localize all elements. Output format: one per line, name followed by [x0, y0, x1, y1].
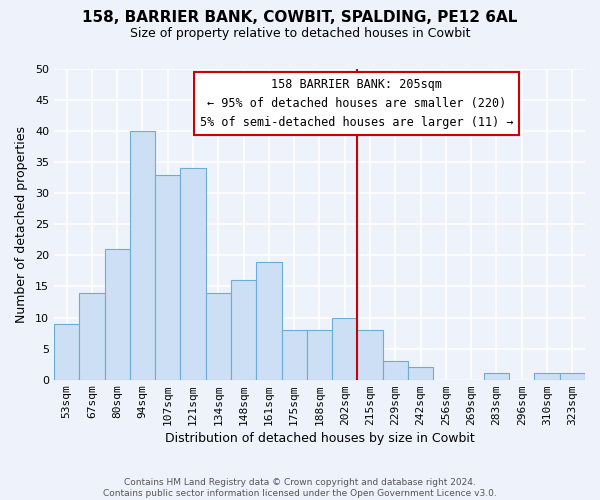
Bar [408, 368, 433, 380]
Bar [130, 131, 155, 380]
Bar [79, 292, 104, 380]
Bar [206, 292, 231, 380]
Bar [332, 318, 358, 380]
X-axis label: Distribution of detached houses by size in Cowbit: Distribution of detached houses by size … [164, 432, 475, 445]
Bar [307, 330, 332, 380]
Text: 158, BARRIER BANK, COWBIT, SPALDING, PE12 6AL: 158, BARRIER BANK, COWBIT, SPALDING, PE1… [82, 10, 518, 25]
Bar [256, 262, 281, 380]
Bar [383, 361, 408, 380]
Text: Size of property relative to detached houses in Cowbit: Size of property relative to detached ho… [130, 28, 470, 40]
Bar [484, 374, 509, 380]
Bar [104, 249, 130, 380]
Bar [155, 174, 181, 380]
Bar [535, 374, 560, 380]
Text: 158 BARRIER BANK: 205sqm
← 95% of detached houses are smaller (220)
5% of semi-d: 158 BARRIER BANK: 205sqm ← 95% of detach… [200, 78, 514, 130]
Y-axis label: Number of detached properties: Number of detached properties [15, 126, 28, 323]
Text: Contains HM Land Registry data © Crown copyright and database right 2024.
Contai: Contains HM Land Registry data © Crown c… [103, 478, 497, 498]
Bar [358, 330, 383, 380]
Bar [281, 330, 307, 380]
Bar [54, 324, 79, 380]
Bar [560, 374, 585, 380]
Bar [231, 280, 256, 380]
Bar [181, 168, 206, 380]
